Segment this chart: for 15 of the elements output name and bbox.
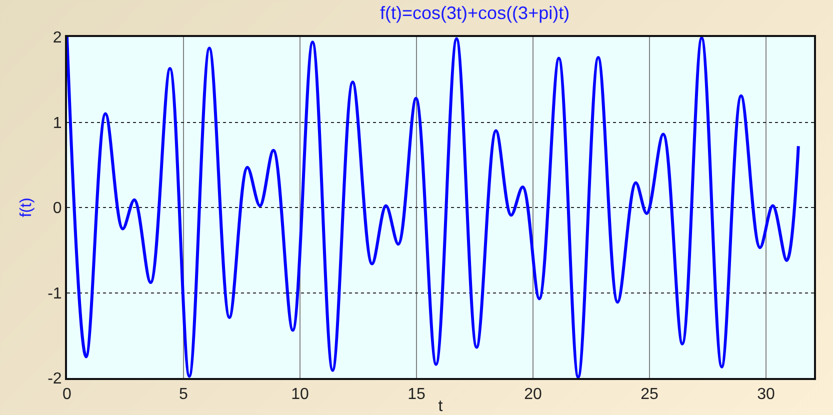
line-series xyxy=(67,37,800,378)
x-tick-label: 30 xyxy=(757,386,775,404)
x-tick-label: 5 xyxy=(179,386,188,404)
x-tick-label: 10 xyxy=(291,386,309,404)
x-tick-label: 15 xyxy=(408,386,426,404)
x-tick-label: 20 xyxy=(524,386,542,404)
chart-title: f(t)=cos(3t)+cos((3+pi)t) xyxy=(380,2,570,23)
y-tick-label: -2 xyxy=(48,370,62,388)
x-tick-label: 25 xyxy=(640,386,658,404)
y-tick-label: 2 xyxy=(52,30,62,47)
y-axis-title: f(t) xyxy=(18,198,35,218)
x-axis-title: t xyxy=(438,398,444,415)
y-tick-label: -1 xyxy=(48,285,62,302)
y-tick-label: 0 xyxy=(52,200,62,218)
y-tick-label: 1 xyxy=(52,114,62,132)
